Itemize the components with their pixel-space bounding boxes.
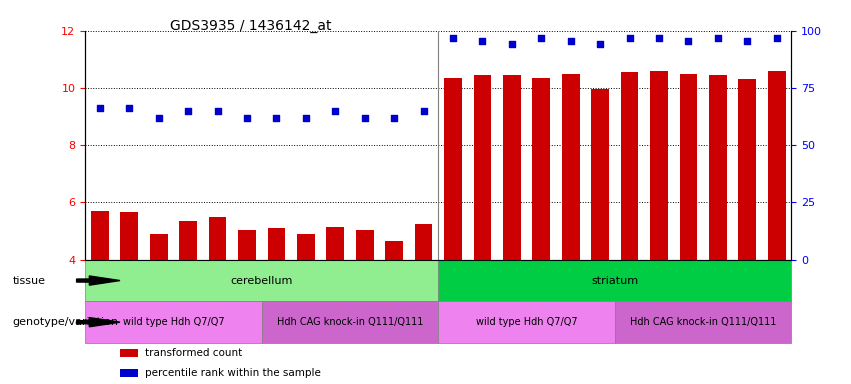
Point [593, 41, 607, 47]
Point [770, 35, 784, 41]
Bar [620, 72, 638, 260]
Text: percentile rank within the sample: percentile rank within the sample [146, 368, 321, 378]
Bar [768, 71, 785, 260]
Point [387, 115, 401, 121]
Bar [267, 228, 285, 260]
Bar [709, 75, 727, 260]
Bar [121, 212, 138, 260]
Bar [386, 241, 403, 260]
Bar [650, 71, 668, 260]
Text: wild type Hdh Q7/Q7: wild type Hdh Q7/Q7 [123, 317, 224, 327]
Point [151, 115, 165, 121]
Point [299, 115, 312, 121]
Point [240, 115, 254, 121]
Bar [356, 230, 374, 260]
Point [123, 105, 136, 111]
Point [181, 108, 195, 114]
FancyBboxPatch shape [438, 260, 791, 301]
Bar [414, 224, 432, 260]
Point [682, 38, 695, 44]
Bar [473, 75, 491, 260]
Point [328, 108, 342, 114]
Bar [180, 221, 197, 260]
Point [93, 105, 106, 111]
Text: cerebellum: cerebellum [231, 276, 293, 286]
Text: tissue: tissue [13, 276, 46, 286]
Point [623, 35, 637, 41]
Bar [533, 78, 550, 260]
Text: striatum: striatum [591, 276, 638, 286]
Bar [150, 234, 168, 260]
Bar [91, 211, 109, 260]
Point [476, 38, 489, 44]
Point [564, 38, 578, 44]
Point [417, 108, 431, 114]
Text: GDS3935 / 1436142_at: GDS3935 / 1436142_at [170, 19, 332, 33]
Point [446, 35, 460, 41]
Point [270, 115, 283, 121]
Point [505, 41, 518, 47]
Bar [444, 78, 462, 260]
FancyBboxPatch shape [85, 301, 262, 343]
Bar [297, 234, 315, 260]
Point [740, 38, 754, 44]
Bar [121, 349, 138, 357]
Text: Hdh CAG knock-in Q111/Q111: Hdh CAG knock-in Q111/Q111 [630, 317, 776, 327]
Point [211, 108, 225, 114]
Text: genotype/variation: genotype/variation [13, 317, 119, 327]
Bar [327, 227, 344, 260]
FancyBboxPatch shape [438, 301, 614, 343]
Bar [680, 74, 697, 260]
FancyBboxPatch shape [85, 260, 438, 301]
Point [358, 115, 372, 121]
Bar [591, 89, 609, 260]
Bar [503, 75, 521, 260]
Point [652, 35, 665, 41]
Point [711, 35, 725, 41]
Text: wild type Hdh Q7/Q7: wild type Hdh Q7/Q7 [476, 317, 577, 327]
Bar [208, 217, 226, 260]
Text: Hdh CAG knock-in Q111/Q111: Hdh CAG knock-in Q111/Q111 [277, 317, 423, 327]
FancyBboxPatch shape [262, 301, 438, 343]
Bar [739, 79, 757, 260]
Text: transformed count: transformed count [146, 348, 243, 358]
Bar [238, 230, 256, 260]
Bar [562, 74, 580, 260]
FancyBboxPatch shape [614, 301, 791, 343]
Point [534, 35, 548, 41]
Bar [121, 369, 138, 377]
